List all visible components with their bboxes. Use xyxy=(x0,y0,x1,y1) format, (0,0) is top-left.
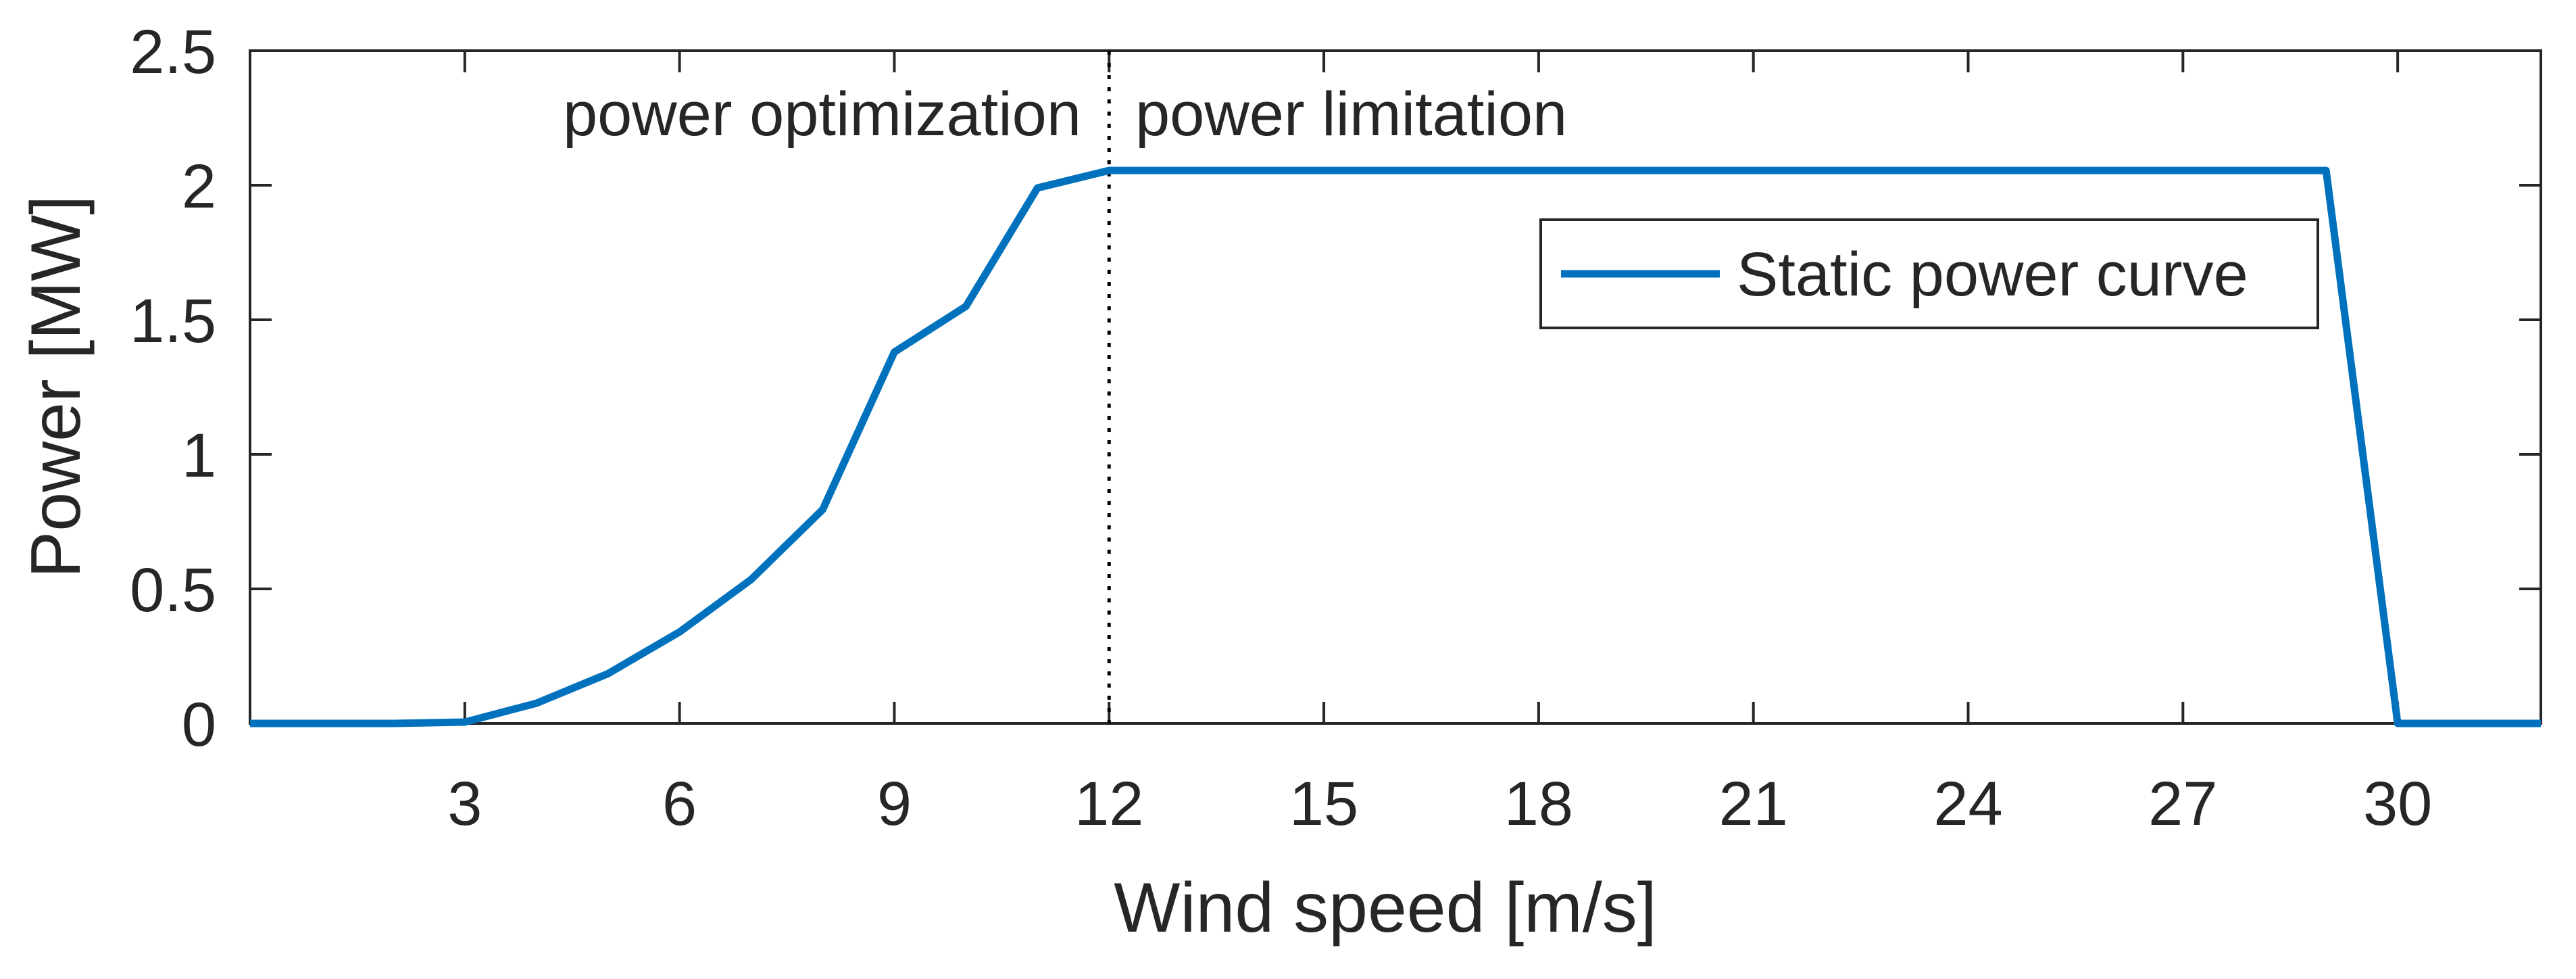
x-tick-label-27: 27 xyxy=(2148,769,2217,838)
legend-label: Static power curve xyxy=(1737,240,2248,309)
x-tick-label-3: 3 xyxy=(447,769,482,838)
y-tick-label-2: 2 xyxy=(182,152,216,221)
x-axis-ticks: 3 6 9 12 15 18 21 24 27 30 xyxy=(447,51,2432,838)
x-tick-label-21: 21 xyxy=(1719,769,1788,838)
static-power-curve-line xyxy=(250,166,2541,727)
y-tick-label-0.5: 0.5 xyxy=(130,556,216,625)
power-optimization-label: power optimization xyxy=(563,80,1081,149)
y-tick-label-2.5: 2.5 xyxy=(130,18,216,87)
y-tick-label-1: 1 xyxy=(182,421,216,490)
x-tick-label-9: 9 xyxy=(877,769,912,838)
x-tick-label-15: 15 xyxy=(1289,769,1358,838)
x-tick-label-24: 24 xyxy=(1933,769,2002,838)
power-limitation-label: power limitation xyxy=(1135,80,1567,149)
y-axis-ticks: 0 0.5 1 1.5 2 2.5 xyxy=(130,18,2541,759)
x-tick-label-6: 6 xyxy=(662,769,697,838)
legend: Static power curve xyxy=(1539,218,2319,329)
x-tick-label-30: 30 xyxy=(2363,769,2432,838)
plot-area-frame xyxy=(249,49,2542,725)
y-axis-label: Power [MW] xyxy=(17,195,95,578)
x-tick-label-12: 12 xyxy=(1074,769,1143,838)
y-tick-label-0: 0 xyxy=(182,690,216,759)
y-tick-label-1.5: 1.5 xyxy=(130,287,216,356)
x-axis-label: Wind speed [m/s] xyxy=(1114,869,1656,947)
x-tick-label-18: 18 xyxy=(1504,769,1573,838)
